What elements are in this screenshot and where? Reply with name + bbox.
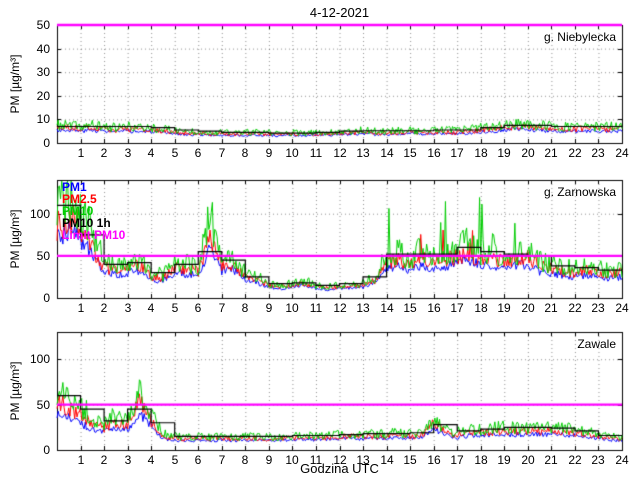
x-tick-label: 20: [521, 453, 535, 467]
x-tick-label: 3: [124, 453, 132, 467]
x-tick-label: 19: [497, 146, 511, 160]
x-tick-label: 9: [265, 301, 273, 315]
x-tick-label: 3: [124, 146, 132, 160]
x-tick-label: 5: [171, 301, 179, 315]
x-tick-label: 16: [427, 453, 441, 467]
x-tick-label: 22: [568, 301, 582, 315]
x-tick-label: 14: [380, 453, 394, 467]
x-tick-label: 21: [544, 453, 558, 467]
x-tick-label: 12: [333, 453, 347, 467]
station-label-zarnowska: g. Zarnowska: [543, 185, 616, 199]
x-tick-label: 10: [285, 146, 299, 160]
chart-title: 4-12-2021: [309, 5, 370, 20]
legend-item-pm10: PM10: [62, 204, 94, 218]
x-tick-label: 13: [356, 146, 370, 160]
x-tick-label: 22: [568, 146, 582, 160]
x-tick-label: 16: [427, 146, 441, 160]
x-tick-label: 5: [171, 146, 179, 160]
x-tick-label: 4: [147, 146, 155, 160]
x-tick-label: 24: [615, 146, 629, 160]
x-tick-label: 3: [124, 301, 132, 315]
x-tick-label: 18: [474, 146, 488, 160]
x-tick-label: 18: [474, 453, 488, 467]
x-tick-label: 15: [403, 453, 417, 467]
station-label-niebylecka: g. Niebylecka: [543, 30, 616, 44]
x-tick-label: 10: [285, 301, 299, 315]
x-tick-label: 2: [100, 301, 108, 315]
station-label-zawale: Zawale: [577, 337, 616, 351]
x-tick-label: 6: [194, 146, 202, 160]
legend-item-pm1: PM1: [62, 180, 87, 194]
x-tick-label: 11: [309, 453, 323, 467]
y-tick-label: 0: [43, 291, 50, 305]
x-tick-label: 2: [100, 453, 108, 467]
x-tick-label: 7: [218, 146, 226, 160]
x-tick-label: 20: [521, 301, 535, 315]
x-tick-label: 21: [544, 146, 558, 160]
x-tick-label: 8: [241, 301, 249, 315]
x-tick-label: 19: [497, 301, 511, 315]
x-tick-label: 13: [356, 301, 370, 315]
x-tick-label: 7: [218, 301, 226, 315]
x-tick-label: 22: [568, 453, 582, 467]
y-tick-label: 0: [43, 136, 50, 150]
x-tick-label: 20: [521, 146, 535, 160]
x-tick-label: 24: [615, 453, 629, 467]
x-tick-label: 7: [218, 453, 226, 467]
x-tick-label: 14: [380, 146, 394, 160]
x-tick-label: 4: [147, 453, 155, 467]
x-tick-label: 13: [356, 453, 370, 467]
x-tick-label: 15: [403, 146, 417, 160]
x-tick-label: 16: [427, 301, 441, 315]
x-tick-label: 1: [77, 301, 85, 315]
x-tick-label: 23: [591, 301, 605, 315]
legend-item-pm25: PM2.5: [62, 192, 97, 206]
x-tick-label: 14: [380, 301, 394, 315]
y-tick-label: 10: [36, 112, 50, 126]
x-tick-label: 9: [265, 146, 273, 160]
y-tick-label: 0: [43, 443, 50, 457]
x-tick-label: 23: [591, 453, 605, 467]
x-tick-label: 9: [265, 453, 273, 467]
x-tick-label: 5: [171, 453, 179, 467]
x-tick-label: 15: [403, 301, 417, 315]
y-axis-label-2: PM [µg/m³]: [8, 209, 22, 269]
y-tick-label: 100: [29, 207, 50, 221]
legend-item-pm10-1h: PM10 1h: [62, 216, 111, 230]
x-tick-label: 6: [194, 301, 202, 315]
x-tick-label: 12: [333, 146, 347, 160]
x-tick-label: 10: [285, 453, 299, 467]
y-tick-label: 40: [36, 42, 50, 56]
x-tick-label: 21: [544, 301, 558, 315]
x-tick-label: 17: [450, 146, 464, 160]
x-tick-label: 24: [615, 301, 629, 315]
x-tick-label: 23: [591, 146, 605, 160]
x-tick-label: 11: [309, 301, 323, 315]
x-tick-label: 18: [474, 301, 488, 315]
x-tick-label: 4: [147, 301, 155, 315]
x-tick-label: 1: [77, 453, 85, 467]
y-tick-label: 50: [36, 249, 50, 263]
x-tick-label: 6: [194, 453, 202, 467]
x-tick-label: 8: [241, 453, 249, 467]
x-tick-label: 12: [333, 301, 347, 315]
y-tick-label: 20: [36, 89, 50, 103]
legend-item-limit-pm10: Limit PM10: [62, 228, 126, 242]
x-axis-label: Godzina UTC: [300, 461, 379, 476]
y-tick-label: 30: [36, 65, 50, 79]
y-tick-label: 100: [29, 352, 50, 366]
x-tick-label: 19: [497, 453, 511, 467]
x-tick-label: 11: [309, 146, 323, 160]
y-tick-label: 50: [36, 18, 50, 32]
x-tick-label: 8: [241, 146, 249, 160]
x-tick-label: 2: [100, 146, 108, 160]
y-tick-label: 50: [36, 398, 50, 412]
legend: PM1 PM2.5 PM10 PM10 1h Limit PM10: [62, 181, 125, 241]
x-tick-label: 17: [450, 453, 464, 467]
x-tick-label: 17: [450, 301, 464, 315]
x-tick-label: 1: [77, 146, 85, 160]
